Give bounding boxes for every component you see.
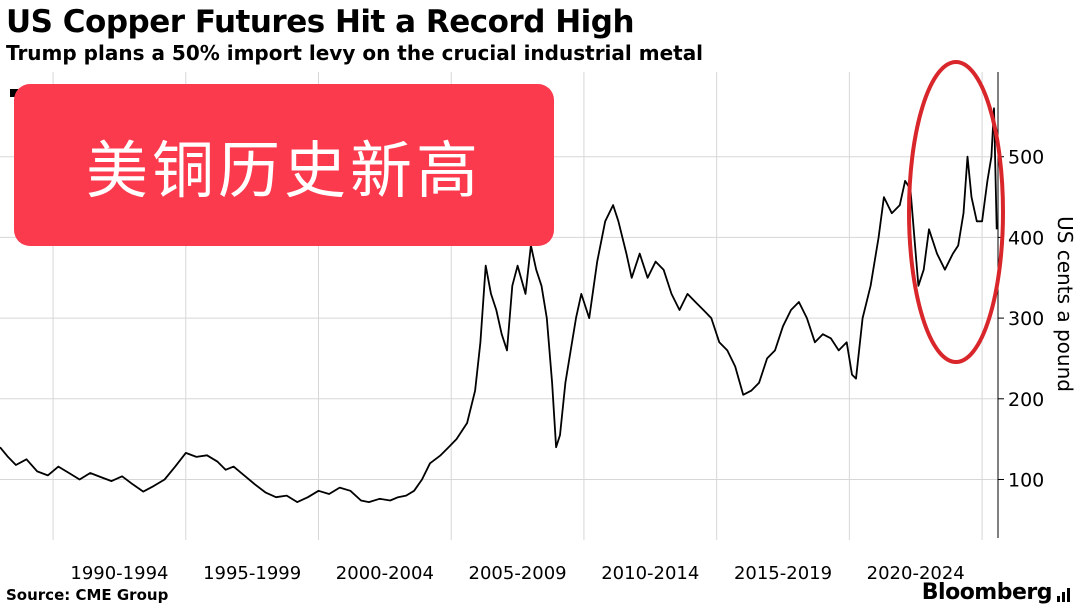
chart-title: US Copper Futures Hit a Record High	[6, 4, 635, 40]
x-tick-label: 2005-2009	[469, 563, 567, 584]
y-tick-label: 500	[1008, 147, 1044, 169]
bloomberg-logo: Bloomberg	[921, 580, 1053, 605]
y-axis-label: US cents a pound	[1053, 216, 1077, 392]
annotation-text: 美铜历史新高	[85, 134, 482, 207]
x-tick-label: 1995-1999	[203, 563, 301, 584]
source-note: Source: CME Group	[6, 586, 169, 604]
y-tick-label: 100	[1008, 469, 1044, 491]
bar-chart-icon	[1057, 588, 1070, 602]
x-tick-label: 2000-2004	[336, 563, 434, 584]
x-tick-label: 1990-1994	[70, 563, 168, 584]
series-layer	[0, 107, 998, 504]
y-tick-label: 300	[1008, 308, 1044, 330]
series-line	[0, 107, 998, 504]
x-axis: 1990-1994 1995-1999 2000-2004 2005-2009 2010…	[70, 563, 964, 584]
y-tick-label: 400	[1008, 227, 1044, 249]
legend-swatch	[10, 89, 18, 97]
x-tick-label: 2010-2014	[601, 563, 699, 584]
x-tick-label: 2015-2019	[734, 563, 832, 584]
y-tick-label: 200	[1008, 389, 1044, 411]
highlight-ellipse	[907, 60, 1005, 364]
chart-subtitle: Trump plans a 50% import levy on the cru…	[6, 41, 704, 65]
x-tick-label: 2020-2024	[867, 563, 965, 584]
annotation-banner: 美铜历史新高	[14, 84, 554, 246]
y-axis: 100 200 300 400 500	[997, 72, 1044, 538]
